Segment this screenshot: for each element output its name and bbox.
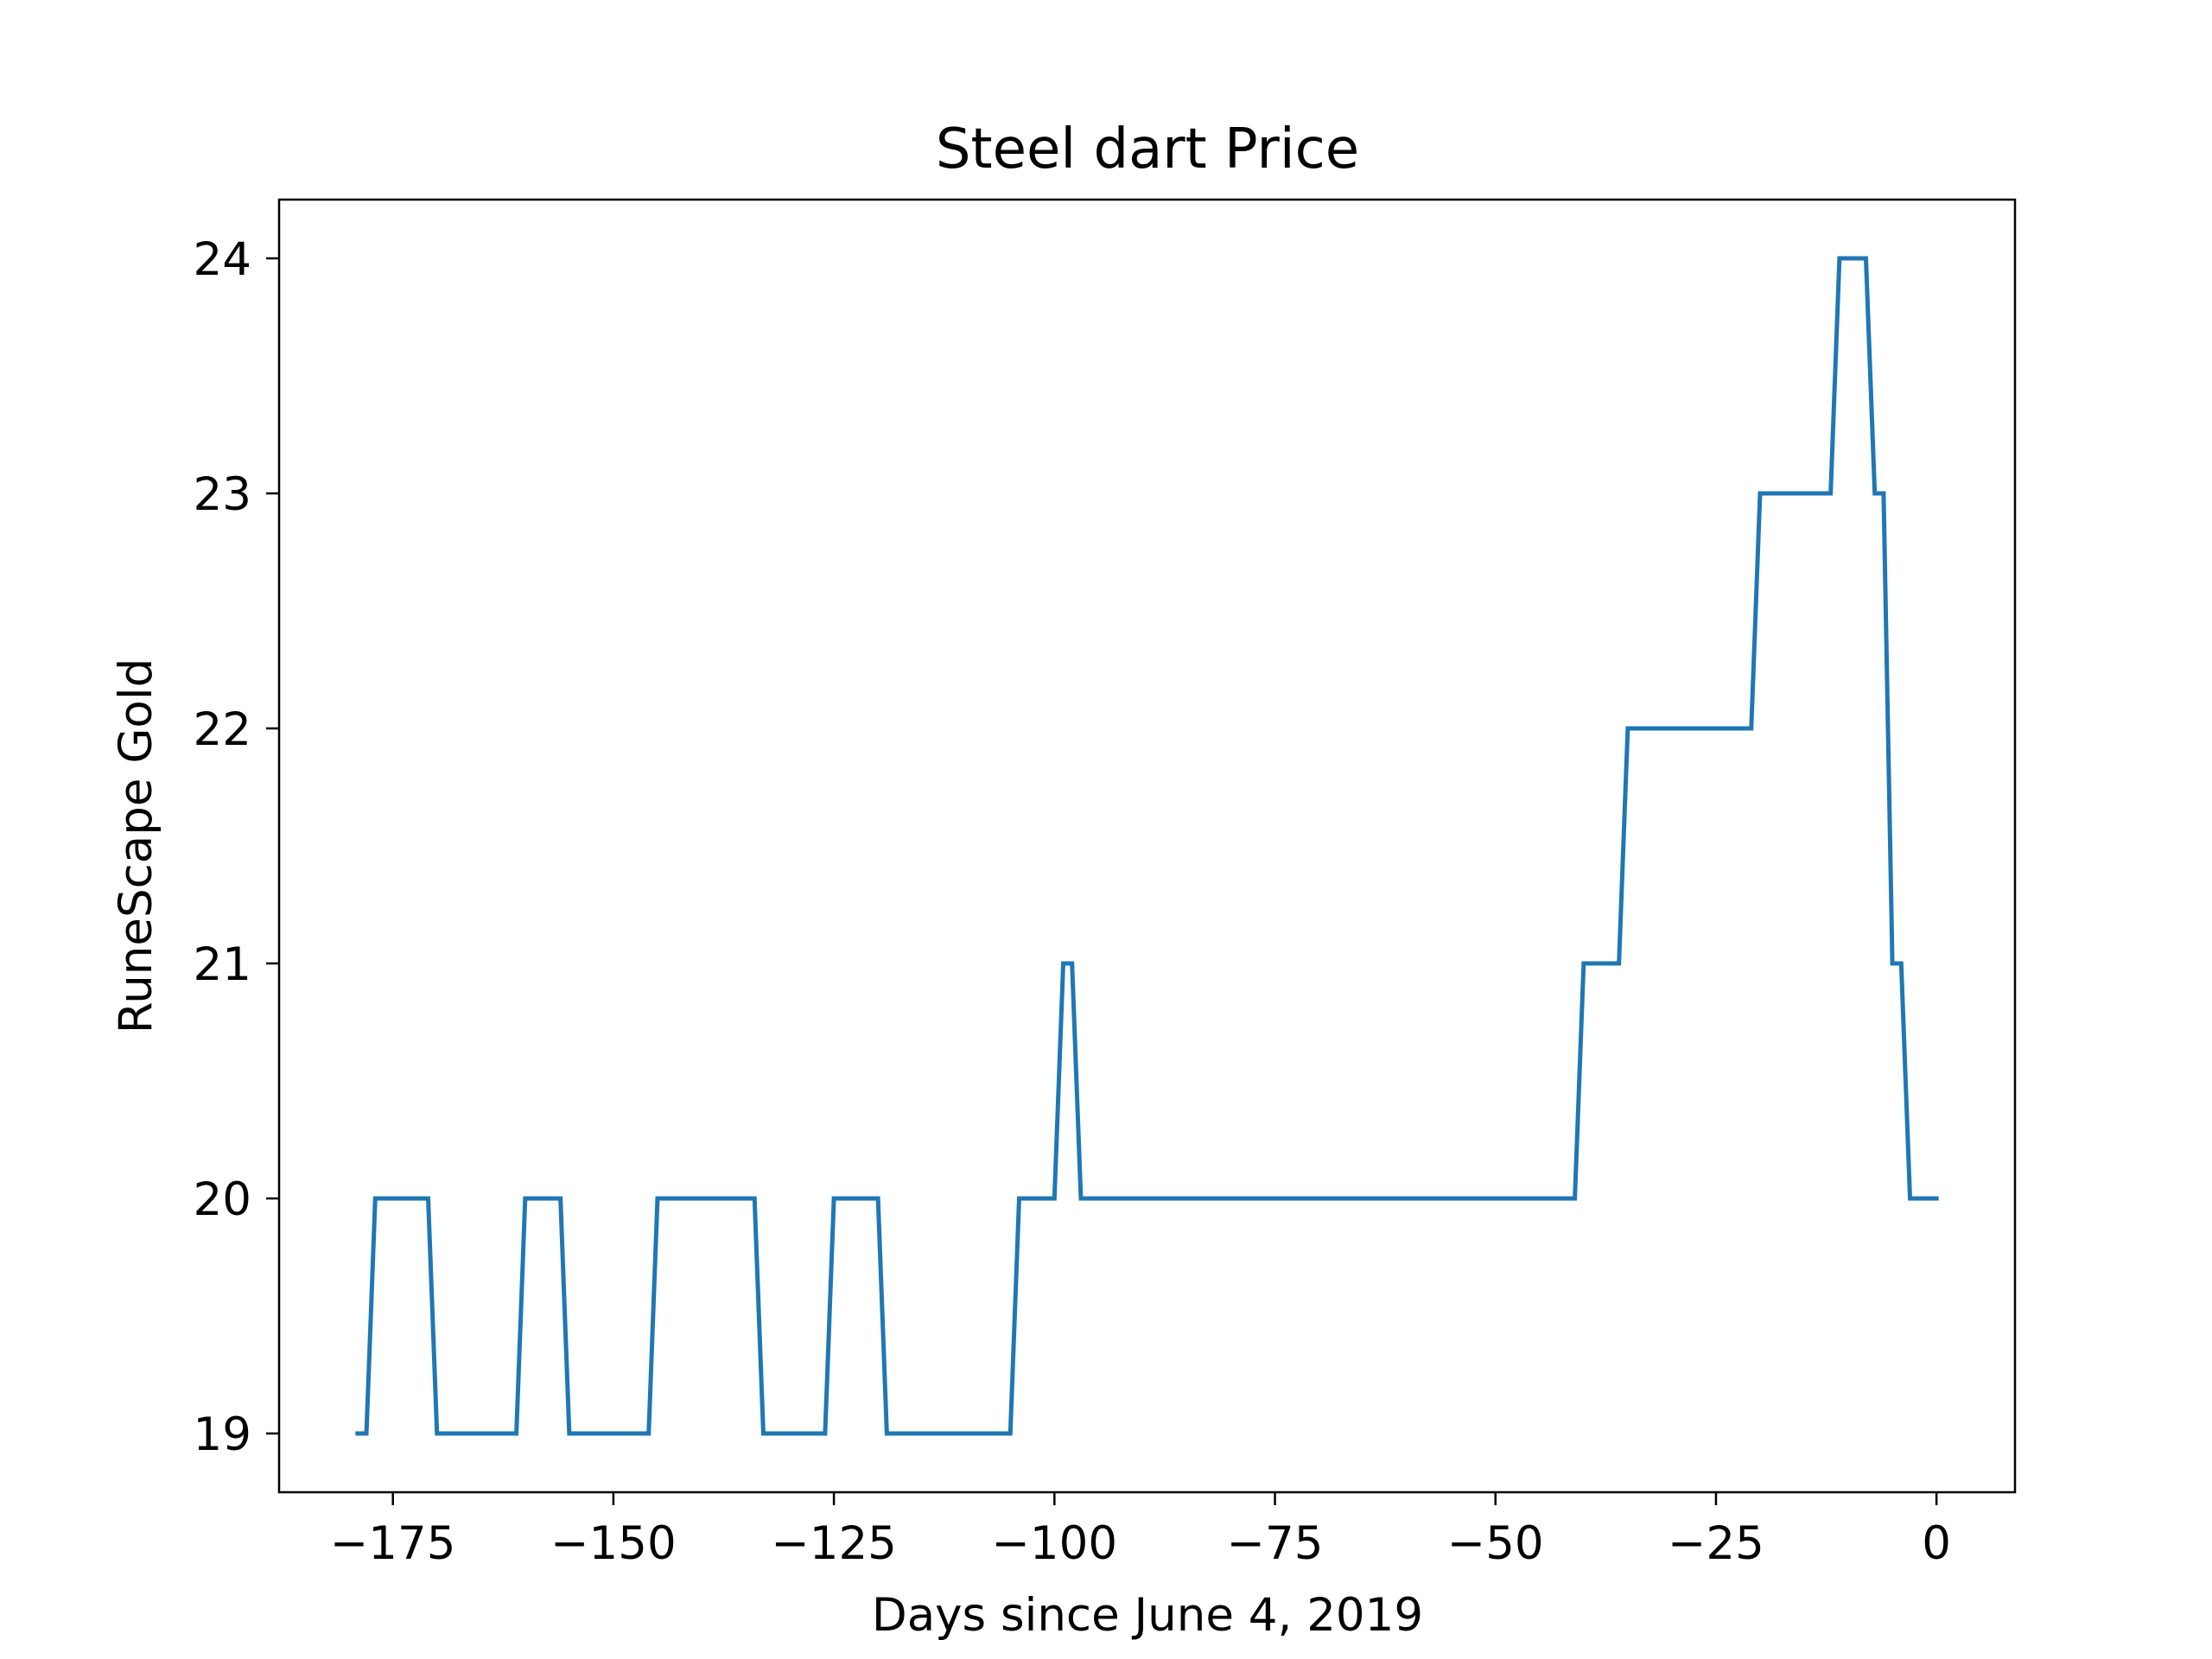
y-tick-label: 20 xyxy=(194,1173,251,1226)
x-tick-label: −175 xyxy=(330,1517,456,1570)
y-tick-label: 21 xyxy=(194,938,251,991)
x-tick-label: −75 xyxy=(1227,1517,1324,1570)
x-tick-label: −150 xyxy=(550,1517,677,1570)
x-axis: −175 −150 −125 −100 −75 −50 −25 0 xyxy=(330,1492,1951,1570)
chart-title: Steel dart Price xyxy=(936,118,1359,181)
y-tick-label: 22 xyxy=(194,703,251,756)
x-tick-label: −50 xyxy=(1447,1517,1544,1570)
series-line-0 xyxy=(355,256,1939,1436)
y-axis-label: RuneScape Gold xyxy=(110,658,162,1033)
plot-area xyxy=(355,256,1939,1436)
plot-frame xyxy=(277,198,2017,1494)
x-tick-label: −125 xyxy=(771,1517,897,1570)
x-tick-label: −25 xyxy=(1668,1517,1764,1570)
x-tick-label: 0 xyxy=(1922,1517,1951,1570)
y-tick-label: 23 xyxy=(194,468,251,521)
x-tick-label: −100 xyxy=(992,1517,1118,1570)
x-axis-label: Days since June 4, 2019 xyxy=(872,1589,1423,1642)
y-tick-label: 24 xyxy=(194,233,251,286)
y-tick-label: 19 xyxy=(194,1408,251,1461)
y-axis: 19 20 21 22 23 24 xyxy=(194,233,279,1461)
